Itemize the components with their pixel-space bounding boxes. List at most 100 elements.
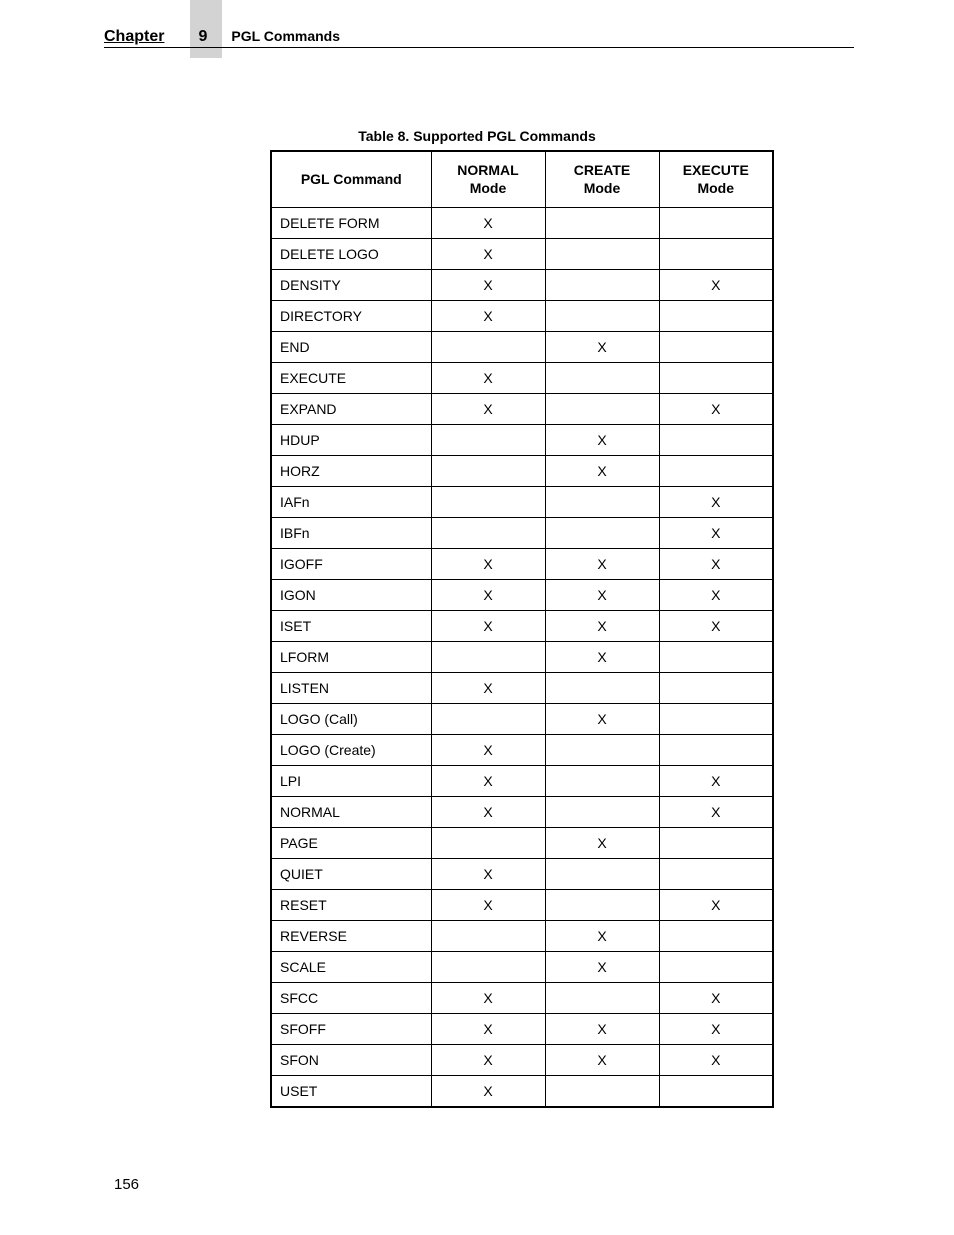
cell-command: NORMAL (271, 797, 431, 828)
header-rule (104, 47, 854, 48)
cell-execute: X (659, 270, 773, 301)
cell-create: X (545, 921, 659, 952)
cell-execute (659, 425, 773, 456)
cell-normal: X (431, 270, 545, 301)
cell-execute (659, 704, 773, 735)
cell-execute: X (659, 983, 773, 1014)
table-row: SFONXXX (271, 1045, 773, 1076)
cell-create (545, 394, 659, 425)
table-row: QUIETX (271, 859, 773, 890)
table-row: IBFnX (271, 518, 773, 549)
cell-normal (431, 425, 545, 456)
cell-execute (659, 642, 773, 673)
cell-normal (431, 642, 545, 673)
col-header-normal: NORMAL Mode (431, 151, 545, 208)
cell-create (545, 735, 659, 766)
cell-normal (431, 332, 545, 363)
cell-execute (659, 208, 773, 239)
cell-create (545, 859, 659, 890)
table-row: IAFnX (271, 487, 773, 518)
cell-normal: X (431, 1014, 545, 1045)
chapter-label: Chapter (104, 28, 164, 46)
cell-execute (659, 332, 773, 363)
table-row: LOGO (Call)X (271, 704, 773, 735)
cell-normal: X (431, 363, 545, 394)
cell-normal: X (431, 890, 545, 921)
col-header-text: Mode (584, 180, 621, 196)
chapter-number: 9 (198, 28, 207, 46)
cell-execute (659, 859, 773, 890)
cell-create (545, 766, 659, 797)
cell-create (545, 1076, 659, 1107)
cell-execute: X (659, 580, 773, 611)
cell-execute: X (659, 766, 773, 797)
cell-create: X (545, 952, 659, 983)
table-row: PAGEX (271, 828, 773, 859)
cell-normal: X (431, 673, 545, 704)
cell-command: QUIET (271, 859, 431, 890)
col-header-text: EXECUTE (683, 162, 749, 178)
table-row: LFORMX (271, 642, 773, 673)
cell-normal: X (431, 394, 545, 425)
table-row: NORMALXX (271, 797, 773, 828)
cell-command: SFCC (271, 983, 431, 1014)
cell-normal (431, 921, 545, 952)
cell-command: SCALE (271, 952, 431, 983)
cell-execute: X (659, 1045, 773, 1076)
cell-execute (659, 673, 773, 704)
cell-create: X (545, 1045, 659, 1076)
cell-command: IGON (271, 580, 431, 611)
table-row: DELETE LOGOX (271, 239, 773, 270)
cell-create (545, 301, 659, 332)
cell-execute (659, 456, 773, 487)
cell-create: X (545, 611, 659, 642)
cell-create (545, 270, 659, 301)
cell-create: X (545, 425, 659, 456)
cell-create (545, 518, 659, 549)
cell-command: DIRECTORY (271, 301, 431, 332)
cell-normal: X (431, 766, 545, 797)
cell-create (545, 890, 659, 921)
cell-create: X (545, 456, 659, 487)
cell-command: DELETE LOGO (271, 239, 431, 270)
cell-execute (659, 921, 773, 952)
cell-normal: X (431, 1076, 545, 1107)
cell-create (545, 208, 659, 239)
cell-create: X (545, 580, 659, 611)
col-header-text: Mode (470, 180, 507, 196)
cell-command: SFON (271, 1045, 431, 1076)
table-head: PGL Command NORMAL Mode CREATE Mode EXEC… (271, 151, 773, 208)
cell-command: ISET (271, 611, 431, 642)
table-row: ENDX (271, 332, 773, 363)
cell-normal: X (431, 797, 545, 828)
col-header-execute: EXECUTE Mode (659, 151, 773, 208)
cell-execute: X (659, 549, 773, 580)
cell-command: HDUP (271, 425, 431, 456)
cell-create (545, 487, 659, 518)
cell-create (545, 673, 659, 704)
col-header-text: CREATE (574, 162, 631, 178)
cell-execute: X (659, 1014, 773, 1045)
cell-command: RESET (271, 890, 431, 921)
cell-execute: X (659, 487, 773, 518)
cell-command: DELETE FORM (271, 208, 431, 239)
cell-normal: X (431, 239, 545, 270)
table-row: SFOFFXXX (271, 1014, 773, 1045)
cell-normal (431, 487, 545, 518)
table-row: SFCCXX (271, 983, 773, 1014)
cell-normal (431, 456, 545, 487)
table-row: IGOFFXXX (271, 549, 773, 580)
cell-normal: X (431, 1045, 545, 1076)
cell-create (545, 983, 659, 1014)
cell-normal: X (431, 580, 545, 611)
table-row: LPIXX (271, 766, 773, 797)
cell-normal: X (431, 549, 545, 580)
col-header-text: NORMAL (457, 162, 518, 178)
table-row: LOGO (Create)X (271, 735, 773, 766)
cell-command: DENSITY (271, 270, 431, 301)
cell-command: IGOFF (271, 549, 431, 580)
table-row: USETX (271, 1076, 773, 1107)
cell-execute (659, 952, 773, 983)
cell-command: LOGO (Call) (271, 704, 431, 735)
cell-execute: X (659, 518, 773, 549)
